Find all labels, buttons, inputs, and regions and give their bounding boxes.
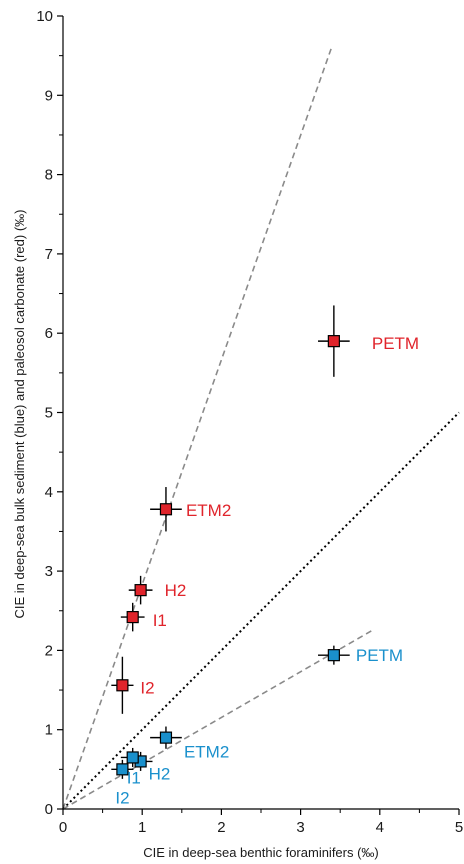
axes: 0 1 2 3 4 5 0 1 2 3 4 5 6 7 8 9 10 xyxy=(36,8,463,836)
data-point xyxy=(327,649,340,662)
data-point xyxy=(126,610,139,624)
point-label: I2 xyxy=(140,678,154,697)
point-label: H2 xyxy=(149,764,171,783)
data-point xyxy=(159,503,173,516)
data-point xyxy=(116,679,129,692)
point-label: ETM2 xyxy=(184,743,229,762)
point-label: I1 xyxy=(153,611,167,630)
x-tick-label: 3 xyxy=(296,819,304,836)
point-label: PETM xyxy=(372,334,419,353)
point-label: ETM2 xyxy=(186,501,231,520)
x-tick-label: 4 xyxy=(376,819,384,836)
x-tick-label: 5 xyxy=(455,819,463,836)
error-bars xyxy=(111,305,350,779)
data-point xyxy=(327,335,340,348)
point-label: PETM xyxy=(356,646,403,665)
data-point xyxy=(134,584,147,597)
y-tick-label: 1 xyxy=(45,722,53,739)
x-tick-label: 1 xyxy=(138,819,146,836)
x-tick-label: 2 xyxy=(217,819,225,836)
point-label: H2 xyxy=(165,581,187,600)
reference-line-dashed-2 xyxy=(62,629,373,810)
data-point xyxy=(126,751,139,764)
y-tick-label: 7 xyxy=(45,246,53,263)
y-tick-label: 6 xyxy=(45,325,53,342)
x-axis-title: CIE in deep-sea benthic foraminifers (‰) xyxy=(143,845,379,860)
y-tick-label: 5 xyxy=(45,405,53,422)
reference-line-dotted-1 xyxy=(62,411,460,810)
data-points xyxy=(116,335,340,776)
point-label: I1 xyxy=(127,768,141,787)
data-point xyxy=(159,731,173,744)
x-tick-label: 0 xyxy=(59,819,67,836)
reference-line-dashed-0 xyxy=(62,47,333,810)
y-tick-label: 0 xyxy=(45,801,53,818)
y-tick-label: 9 xyxy=(45,87,53,104)
y-tick-label: 3 xyxy=(45,563,53,580)
y-tick-label: 4 xyxy=(45,484,53,501)
data-point xyxy=(116,763,129,776)
y-tick-label: 8 xyxy=(45,167,53,184)
reference-lines xyxy=(62,47,460,810)
y-axis-title: CIE in deep-sea bulk sediment (blue) and… xyxy=(12,210,27,619)
point-label: I2 xyxy=(115,788,129,807)
y-tick-label: 10 xyxy=(36,8,53,25)
y-tick-label: 2 xyxy=(45,642,53,659)
